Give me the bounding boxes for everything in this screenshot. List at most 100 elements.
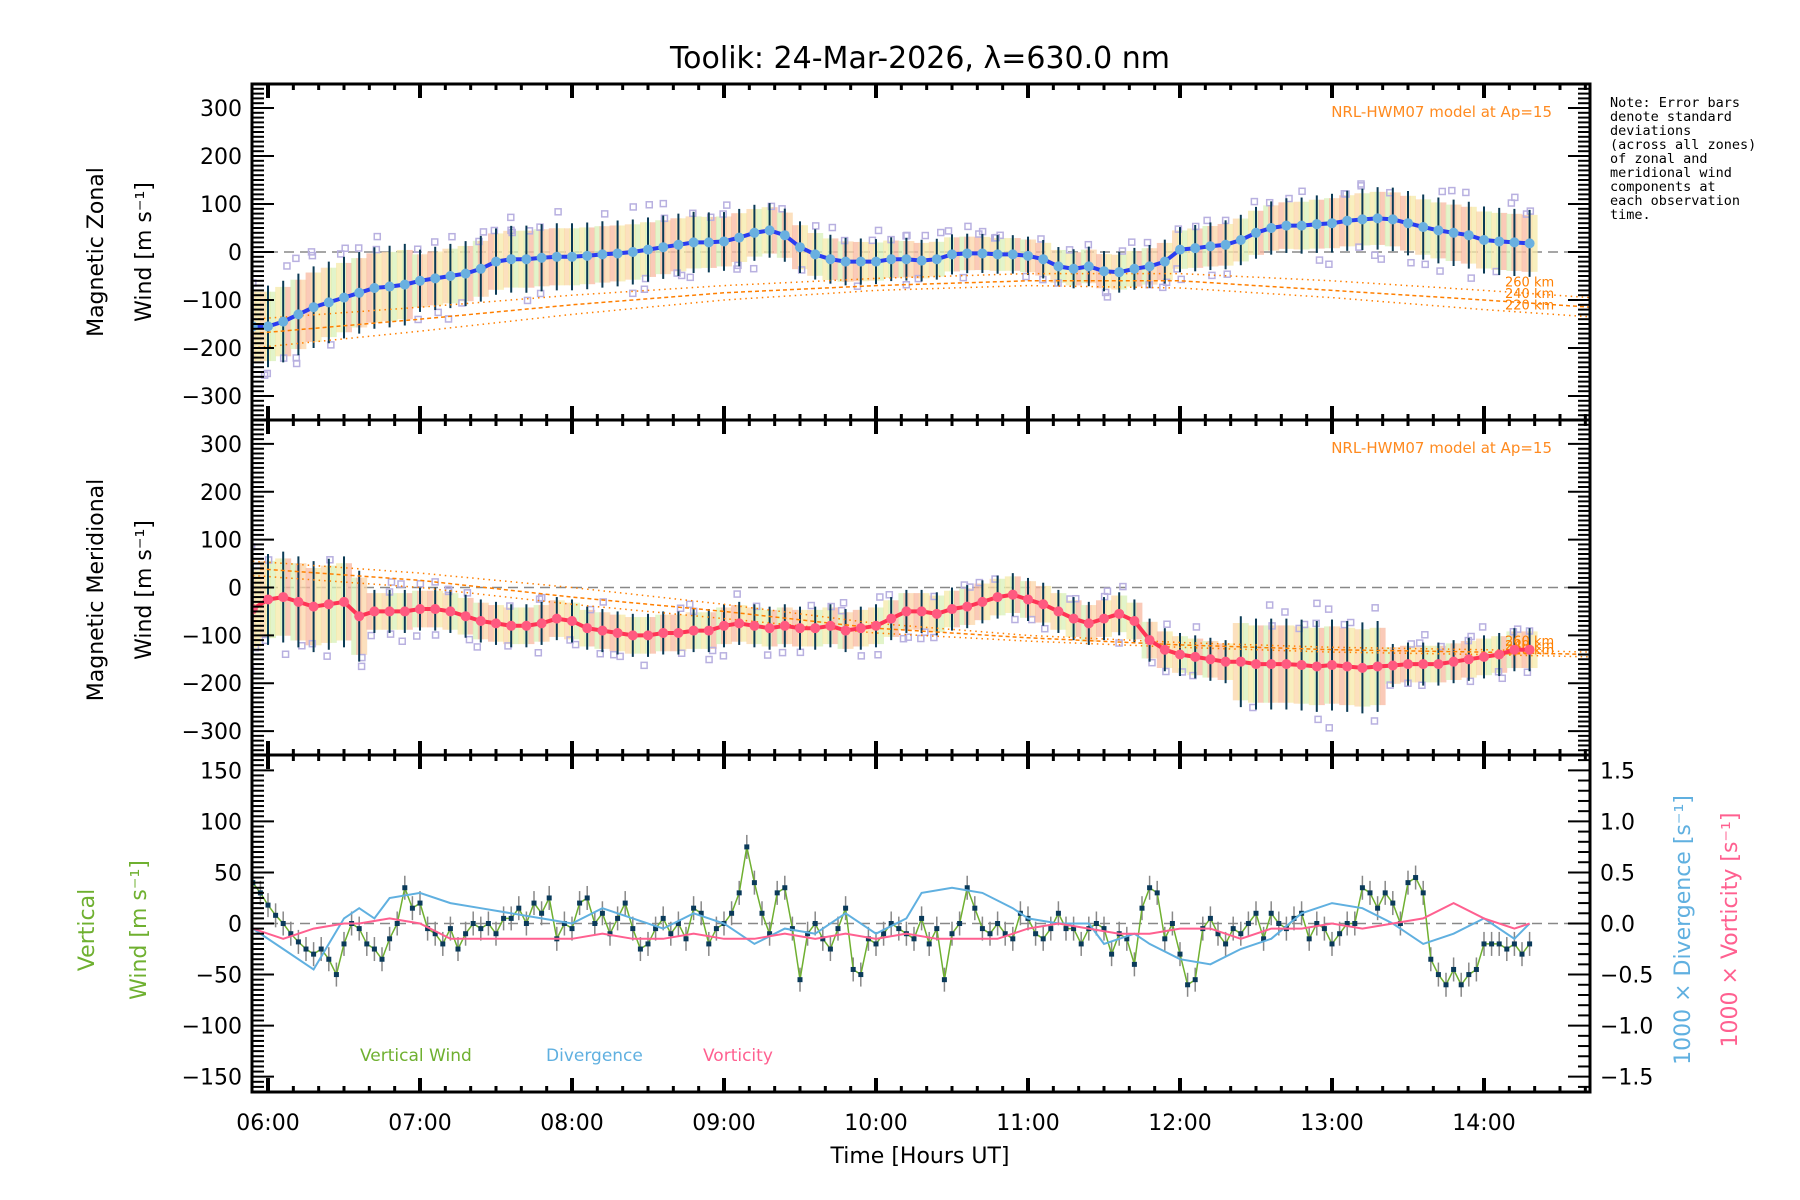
zonal-model-label: NRL-HWM07 model at Ap=15 xyxy=(1331,103,1552,121)
meridional-mean-point xyxy=(1220,656,1231,667)
vertical-wind-point xyxy=(1177,951,1183,957)
vertical-wind-point xyxy=(1124,936,1130,942)
vertical-wind-point xyxy=(873,941,879,947)
zonal-mean-point xyxy=(1007,249,1018,260)
vertical-wind-point xyxy=(417,900,423,906)
vertical-wind-point xyxy=(660,915,666,921)
zonal-mean-point xyxy=(308,302,319,313)
vertical-wind-point xyxy=(1139,905,1145,911)
zone-point xyxy=(1462,188,1470,197)
zone-point xyxy=(921,231,930,240)
vertical-wind-point xyxy=(1245,921,1251,926)
vertical-wind-point xyxy=(1147,885,1153,891)
x-tick-label: 14:00 xyxy=(1452,1111,1515,1136)
vertical-wind-point xyxy=(1002,931,1008,937)
zone-point xyxy=(431,631,440,639)
zone-point xyxy=(1370,717,1379,725)
meridional-mean-point xyxy=(1433,659,1444,670)
zone-point xyxy=(308,639,317,648)
meridional-mean-point xyxy=(551,613,562,624)
vertical-wind-point xyxy=(501,915,507,921)
vertical-wind-point xyxy=(858,972,864,978)
vertical-wind-point xyxy=(774,890,780,896)
zonal-mean-point xyxy=(1387,214,1398,225)
zone-point xyxy=(959,273,968,282)
vertical-wind-point xyxy=(736,890,742,896)
zone-point xyxy=(1128,238,1136,246)
x-tick-label: 12:00 xyxy=(1148,1111,1211,1136)
y-tick-label: 100 xyxy=(200,810,242,835)
zonal-mean-point xyxy=(992,249,1003,260)
vertical-wind-point xyxy=(653,926,659,932)
zonal-mean-point xyxy=(1190,243,1201,254)
zonal-mean-point xyxy=(369,283,380,293)
zonal-mean-point xyxy=(1129,263,1140,274)
zonal-mean-point xyxy=(810,249,821,260)
meridional-mean-point xyxy=(582,623,593,634)
zone-point xyxy=(336,250,345,258)
vertical-wind-point xyxy=(637,946,643,952)
vertical-wind-point xyxy=(1230,926,1236,932)
zone-point xyxy=(354,244,363,252)
vertical-wind-point xyxy=(1055,910,1061,916)
y-tick-label: −300 xyxy=(182,720,242,745)
zone-point xyxy=(1438,187,1446,196)
zonal-mean-point xyxy=(354,287,365,298)
zonal-mean-point xyxy=(384,281,395,292)
vertical-wind-point xyxy=(584,895,590,901)
vertical-wind-point xyxy=(508,915,514,921)
zonal-mean-point xyxy=(460,268,471,279)
zone-point xyxy=(733,265,741,273)
zone-point xyxy=(733,590,741,598)
zonal-mean-point xyxy=(1418,222,1429,233)
y-tick-label: −100 xyxy=(182,289,242,314)
zone-point xyxy=(629,289,637,298)
vertical-wind-point xyxy=(1443,982,1449,988)
zone-point xyxy=(640,285,649,293)
vertical-wind-point xyxy=(911,936,917,942)
zone-point xyxy=(448,232,456,241)
zonal-mean-point xyxy=(749,227,760,238)
zone-point xyxy=(1162,667,1170,676)
zonal-mean-point xyxy=(506,254,517,265)
x-axis-label: Time [Hours UT] xyxy=(830,1144,1010,1169)
vertical-wind-point xyxy=(333,972,339,978)
zone-point xyxy=(1174,225,1183,233)
meridional-mean-point xyxy=(1053,606,1064,617)
zonal-mean-point xyxy=(688,237,699,248)
zone-point xyxy=(921,628,929,636)
zonal-mean-point xyxy=(1266,223,1277,233)
vertical-wind-point xyxy=(1458,982,1464,988)
zone-point xyxy=(357,662,366,671)
zone-point xyxy=(1415,639,1424,647)
vertical-wind-point xyxy=(926,941,932,947)
vertical-wind-point xyxy=(1010,936,1016,942)
zone-point xyxy=(839,598,848,607)
y2-tick-label: 1.0 xyxy=(1600,810,1635,835)
meridional-mean-point xyxy=(886,613,897,624)
vertical-wind-point xyxy=(1511,941,1517,947)
zone-point xyxy=(1281,608,1289,616)
meridional-mean-point xyxy=(415,604,425,615)
zonal-mean-point xyxy=(1251,227,1261,238)
vertical-wind-point xyxy=(1466,972,1472,978)
vertical-wind-point xyxy=(1382,890,1388,896)
zonal-mean-point xyxy=(719,236,729,247)
zone-point xyxy=(944,227,953,235)
model-curve-model-240-km xyxy=(252,567,1590,656)
vertical-wind-point xyxy=(729,910,735,916)
meridional-mean-point xyxy=(1190,651,1201,662)
vertical-wind-point xyxy=(949,931,955,937)
zonal-mean-point xyxy=(947,249,957,260)
vertical-wind-point xyxy=(1367,890,1373,896)
vertical-wind-point xyxy=(1048,926,1054,932)
y-tick-label: 300 xyxy=(200,433,242,458)
meridional-mean-point xyxy=(1023,594,1033,605)
x-tick-label: 11:00 xyxy=(996,1111,1059,1136)
vertical-wind-point xyxy=(1504,946,1510,952)
x-tick-label: 08:00 xyxy=(540,1111,603,1136)
vertical-wind-point xyxy=(1397,921,1403,926)
zone-point xyxy=(706,213,715,222)
y2-tick-label: −0.5 xyxy=(1600,964,1653,989)
